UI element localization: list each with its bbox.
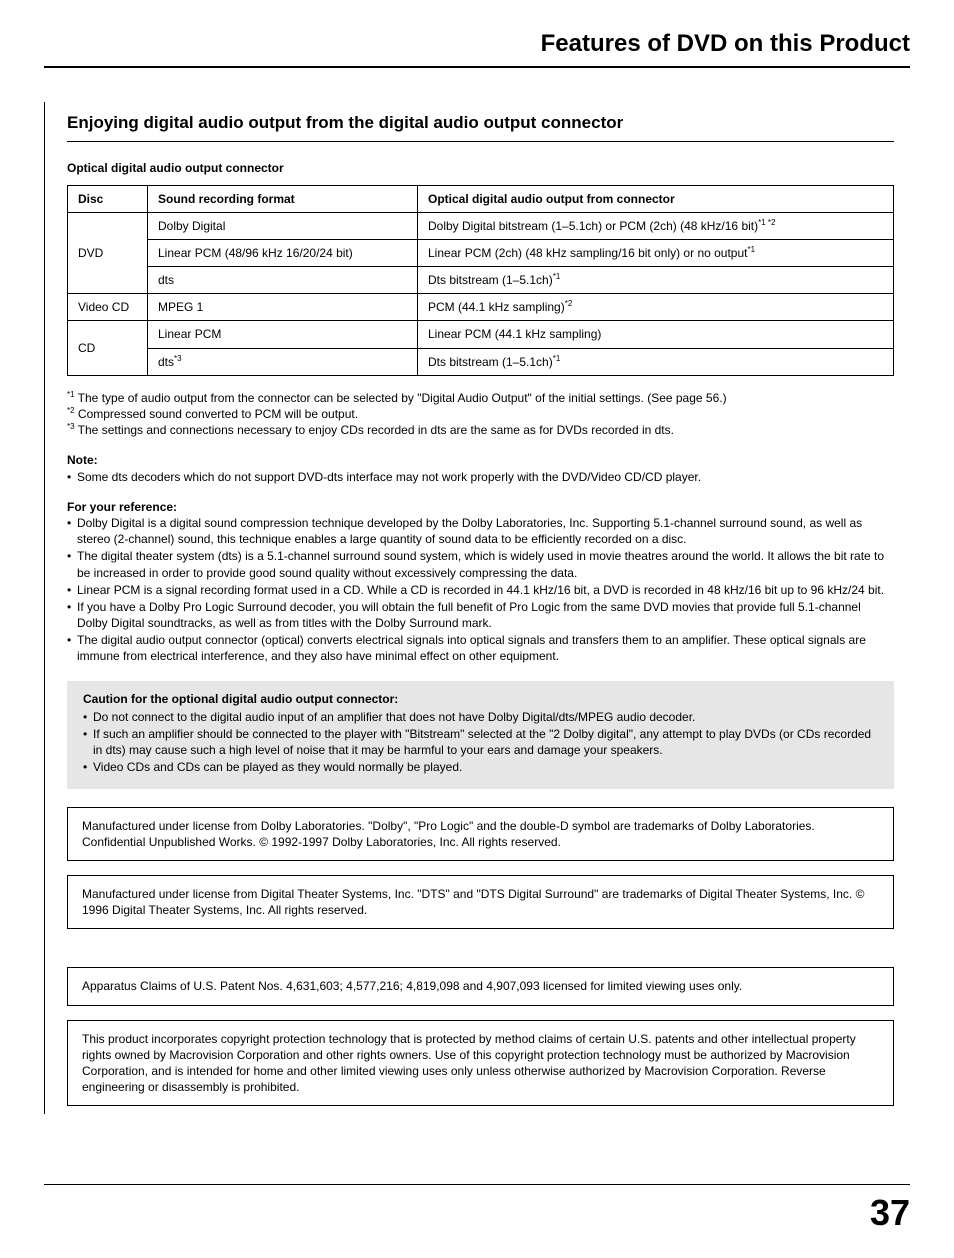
table-row: dtsDts bitstream (1–5.1ch)*1: [68, 267, 894, 294]
license-box: This product incorporates copyright prot…: [67, 1020, 894, 1107]
disc-cell: DVD: [68, 212, 148, 294]
table-header: Disc: [68, 185, 148, 212]
format-cell: dts: [148, 267, 418, 294]
note-heading: Note:: [67, 452, 894, 468]
output-cell: Linear PCM (2ch) (48 kHz sampling/16 bit…: [418, 239, 894, 266]
table-row: Video CDMPEG 1PCM (44.1 kHz sampling)*2: [68, 294, 894, 321]
output-cell: PCM (44.1 kHz sampling)*2: [418, 294, 894, 321]
caution-box: Caution for the optional digital audio o…: [67, 681, 894, 789]
table-row: dts*3Dts bitstream (1–5.1ch)*1: [68, 348, 894, 375]
license-box: Apparatus Claims of U.S. Patent Nos. 4,6…: [67, 967, 894, 1005]
output-cell: Linear PCM (44.1 kHz sampling): [418, 321, 894, 348]
reference-item: The digital audio output connector (opti…: [67, 632, 894, 664]
table-title: Optical digital audio output connector: [67, 160, 894, 176]
section-heading: Enjoying digital audio output from the d…: [67, 112, 894, 142]
output-cell: Dts bitstream (1–5.1ch)*1: [418, 267, 894, 294]
caution-heading: Caution for the optional digital audio o…: [83, 691, 878, 707]
caution-item: Do not connect to the digital audio inpu…: [83, 709, 878, 725]
content-frame: Enjoying digital audio output from the d…: [44, 102, 910, 1114]
reference-heading: For your reference:: [67, 499, 894, 515]
reference-item: Dolby Digital is a digital sound compres…: [67, 515, 894, 547]
format-cell: Dolby Digital: [148, 212, 418, 239]
page-title: Features of DVD on this Product: [44, 28, 910, 68]
output-cell: Dts bitstream (1–5.1ch)*1: [418, 348, 894, 375]
output-cell: Dolby Digital bitstream (1–5.1ch) or PCM…: [418, 212, 894, 239]
disc-cell: CD: [68, 321, 148, 375]
table-header: Sound recording format: [148, 185, 418, 212]
footnotes: *1 The type of audio output from the con…: [67, 390, 894, 439]
format-cell: Linear PCM: [148, 321, 418, 348]
table-row: CDLinear PCMLinear PCM (44.1 kHz samplin…: [68, 321, 894, 348]
caution-item: If such an amplifier should be connected…: [83, 726, 878, 758]
license-box: Manufactured under license from Dolby La…: [67, 807, 894, 861]
note-block: Note: Some dts decoders which do not sup…: [67, 452, 894, 484]
format-cell: dts*3: [148, 348, 418, 375]
reference-item: If you have a Dolby Pro Logic Surround d…: [67, 599, 894, 631]
format-cell: Linear PCM (48/96 kHz 16/20/24 bit): [148, 239, 418, 266]
audio-output-table: DiscSound recording formatOptical digita…: [67, 185, 894, 376]
footnote: *2 Compressed sound converted to PCM wil…: [67, 406, 894, 422]
reference-block: For your reference: Dolby Digital is a d…: [67, 499, 894, 665]
table-row: Linear PCM (48/96 kHz 16/20/24 bit)Linea…: [68, 239, 894, 266]
format-cell: MPEG 1: [148, 294, 418, 321]
note-item: Some dts decoders which do not support D…: [67, 469, 894, 485]
disc-cell: Video CD: [68, 294, 148, 321]
license-box: Manufactured under license from Digital …: [67, 875, 894, 929]
table-row: DVDDolby DigitalDolby Digital bitstream …: [68, 212, 894, 239]
license-container: Manufactured under license from Dolby La…: [67, 807, 894, 1107]
caution-item: Video CDs and CDs can be played as they …: [83, 759, 878, 775]
footnote: *3 The settings and connections necessar…: [67, 422, 894, 438]
footnote: *1 The type of audio output from the con…: [67, 390, 894, 406]
reference-item: Linear PCM is a signal recording format …: [67, 582, 894, 598]
table-header: Optical digital audio output from connec…: [418, 185, 894, 212]
page-number: 37: [44, 1184, 910, 1238]
reference-item: The digital theater system (dts) is a 5.…: [67, 548, 894, 580]
